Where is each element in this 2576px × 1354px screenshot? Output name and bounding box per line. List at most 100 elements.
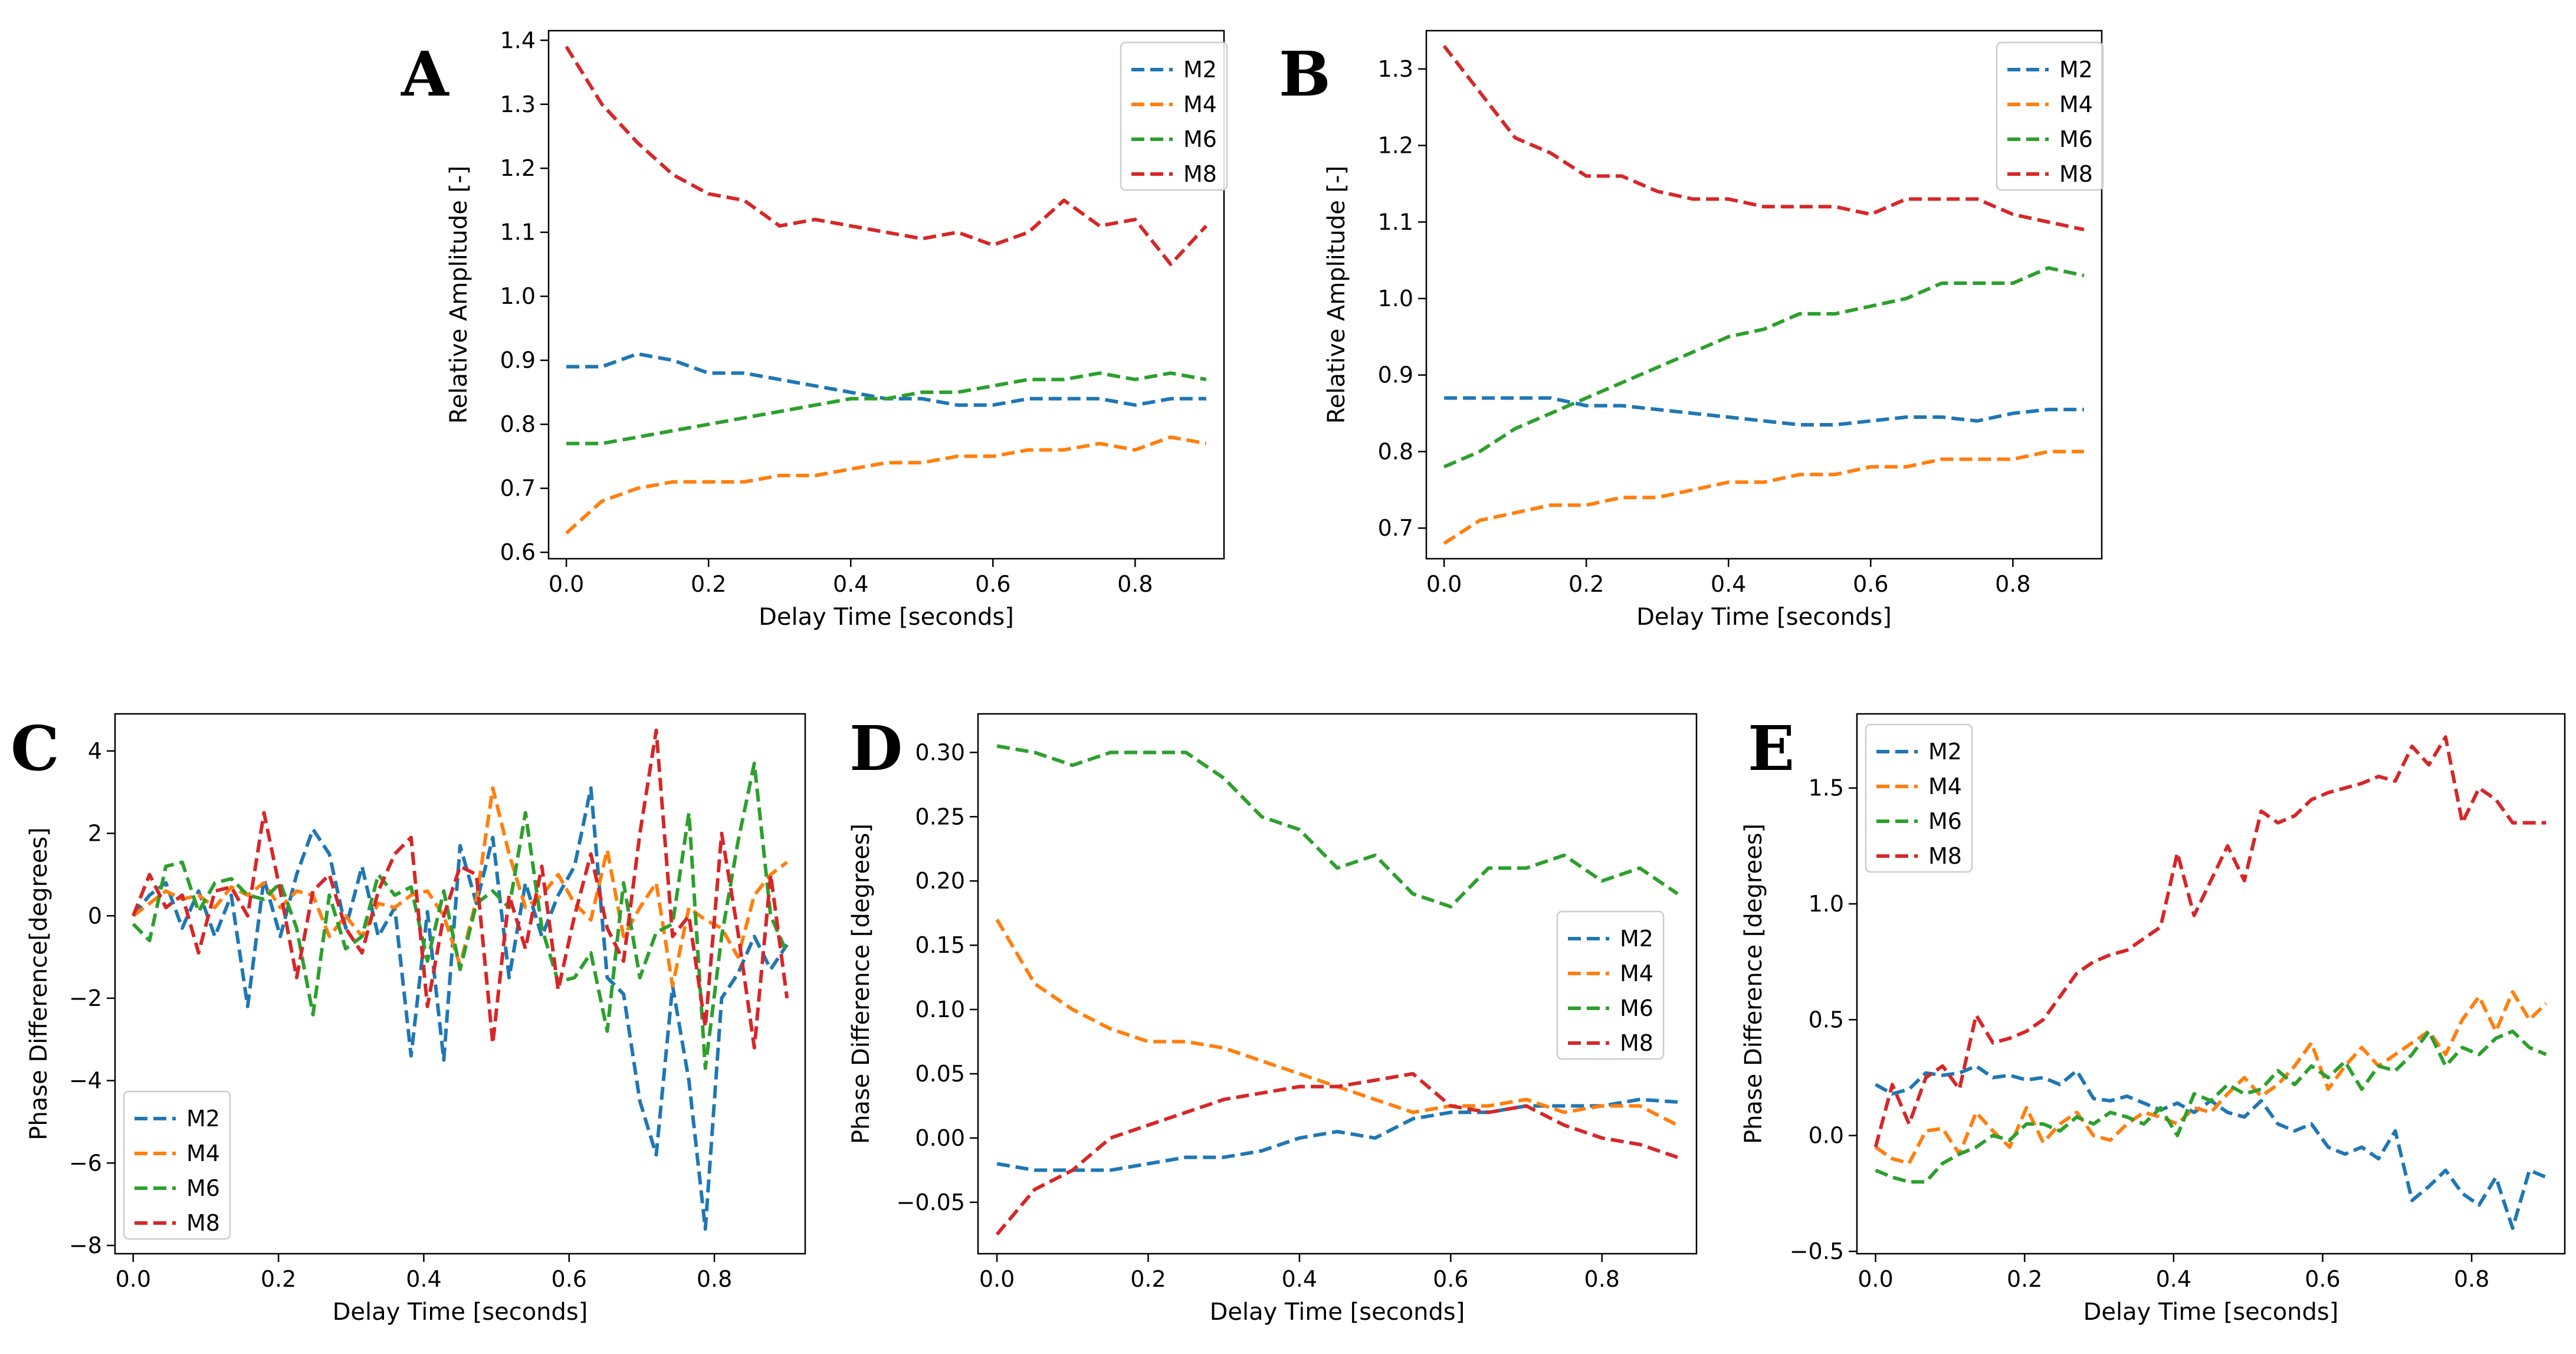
panel-e-x-tick-label: 0.6 [2305,1266,2340,1292]
panel-c-plot-frame [114,713,806,1255]
panel-d-chart: 0.0 0.2 0.4 0.6 0.8 −0.05 0.00 0.05 0.10 0.15 0.20… [848,713,1698,1326]
panel-c-y-tick-label: 0 [88,903,102,929]
panel-c-y-tick-label: −6 [69,1150,102,1176]
panel-b-legend-label-m4: M4 [2059,91,2093,117]
panel-c-y-tick-label: −8 [69,1232,102,1258]
panel-b-x-tick-label: 0.2 [1568,571,1604,597]
panel-b-legend-box [1996,41,2104,191]
panel-b-series-m2-line [1444,396,2084,427]
panel-e-legend-label-m2: M2 [1928,739,1962,765]
panel-e-legend-label-m4: M4 [1928,773,1962,799]
panel-c-legend-box [123,1090,231,1240]
panel-d-x-tick-label: 0.2 [1130,1266,1166,1292]
panel-b-series-m6-line [1443,266,2085,469]
panel-letter-b: B [1279,38,1331,110]
panel-d-legend-label-m8: M8 [1620,1030,1653,1056]
panel-b-y-tick-label: 1.3 [1378,56,1413,82]
panel-a-y-tick-label: 0.7 [500,476,536,501]
panel-a-chart: 0.0 0.2 0.4 0.6 0.8 0.6 0.7 0.8 0.9 1.0 1.1 1.2 1.3 1… [445,27,1228,631]
panel-e-y-tick-label: 1.0 [1809,891,1844,917]
panel-d-y-tick-label: 0.10 [915,996,965,1022]
panel-letter-e: E [1748,712,1794,785]
panel-d-y-tick-label: 0.00 [915,1125,965,1151]
panel-d-x-tick-label: 0.0 [979,1266,1015,1292]
panel-a-y-tick-label: 1.1 [500,219,536,245]
panel-c-x-tick-label: 0.2 [261,1266,296,1292]
panel-c-y-tick-label: 4 [88,738,102,764]
panel-d-y-axis-label: Phase Difference [degrees] [848,824,875,1144]
panel-c-y-tick-label: −2 [69,985,102,1011]
panel-a-x-tick-label: 0.8 [1117,571,1153,597]
panel-a-y-tick-label: 0.8 [500,411,536,437]
panel-b-y-tick-label: 0.8 [1378,438,1413,464]
panel-b-x-axis-label: Delay Time [seconds] [1636,604,1892,631]
panel-d-legend-label-m6: M6 [1620,995,1653,1021]
panel-e-x-axis-label: Delay Time [seconds] [2083,1299,2339,1326]
panel-c-y-tick-label: −4 [69,1068,102,1094]
panel-c-x-tick-label: 0.4 [406,1266,441,1292]
panel-c-series-m2-line [132,786,789,1231]
panel-d-legend-box [1556,910,1665,1060]
panel-a-plot-frame [547,29,1225,560]
panel-a-series-m6-line [566,371,1207,445]
panel-c-legend-label-m8: M8 [186,1210,220,1236]
panel-b-x-tick-label: 0.6 [1853,571,1888,597]
panel-letter-c: C [11,712,60,785]
panel-e-y-tick-label: 0.5 [1809,1007,1844,1032]
panel-a-x-tick-label: 0.6 [975,571,1010,597]
panel-d-series-m8-line [995,1072,1678,1236]
panel-c-x-axis-label: Delay Time [seconds] [333,1299,588,1326]
panel-a-y-tick-label: 1.2 [500,155,536,181]
panel-d-plot-frame [977,713,1698,1255]
panel-c-legend-label-m4: M4 [186,1140,220,1166]
panel-a-legend-label-m2: M2 [1183,57,1217,83]
panel-a-legend-label-m8: M8 [1183,161,1217,187]
panel-d-y-tick-label: 0.25 [915,804,965,830]
panel-d-series-m6-line [996,744,1679,909]
panel-c-series-m6-line [132,761,789,1070]
panel-d-y-tick-label: 0.30 [915,739,965,765]
panel-d-x-tick-label: 0.6 [1433,1266,1468,1292]
panel-e-legend-label-m8: M8 [1928,843,1962,869]
panel-b-series-m8-line [1442,45,2085,232]
panel-b-legend-label-m8: M8 [2059,161,2093,187]
panel-d-y-tick-label: −0.05 [897,1189,965,1215]
panel-a-legend-label-m4: M4 [1183,91,1217,117]
panel-b-y-tick-label: 0.7 [1378,515,1413,541]
panel-a-series-m4-line [565,435,1207,535]
panel-e-x-tick-label: 0.0 [1858,1266,1893,1292]
panel-b-series-m4-line [1443,450,2084,545]
panel-d-legend-label-m2: M2 [1620,926,1653,952]
panel-d-y-tick-label: 0.20 [915,868,965,894]
panel-c-legend-label-m6: M6 [186,1175,220,1201]
panel-b-plot-frame [1425,29,2103,560]
panel-a-x-tick-label: 0.0 [549,571,584,597]
panel-a-y-tick-label: 1.4 [500,27,536,53]
panel-c-x-tick-label: 0.6 [552,1266,587,1292]
panel-e-chart: 0.0 0.2 0.4 0.6 0.8 −0.5 0.0 0.5 1.0 1.5 Delay Tim… [1740,713,2566,1326]
panel-e-y-tick-label: 1.5 [1809,775,1844,801]
panel-d-y-tick-label: 0.15 [915,932,965,958]
panel-c-series-m8-line [132,728,789,1050]
panel-e-series-m6-line [1875,1030,2547,1184]
panel-a-series-m8-line [565,45,1208,266]
panel-letter-a: A [401,38,449,110]
panel-e-y-tick-label: −0.5 [1790,1238,1844,1264]
panel-a-legend-label-m6: M6 [1183,126,1217,152]
panel-b-y-tick-label: 1.0 [1378,286,1413,312]
panel-b-y-tick-label: 1.1 [1378,209,1413,235]
panel-a-x-axis-label: Delay Time [seconds] [759,604,1014,631]
panel-b-x-tick-label: 0.0 [1426,571,1462,597]
panel-c-chart: 0.0 0.2 0.4 0.6 0.8 −8 −6 −4 −2 0 2 4 Delay Time [se… [25,713,806,1326]
panel-b-y-axis-label: Relative Amplitude [-] [1323,166,1350,424]
panel-e-y-tick-label: 0.0 [1809,1123,1844,1149]
panel-c-y-axis-label: Phase Difference[degrees] [25,827,52,1140]
panel-d-series-m2-line [996,1097,1678,1172]
panel-a-y-tick-label: 0.6 [500,539,536,565]
panel-e-legend-box [1865,723,1973,873]
panel-a-x-tick-label: 0.4 [833,571,868,597]
panel-d-legend-label-m4: M4 [1620,960,1653,986]
panel-b-x-tick-label: 0.8 [1995,571,2030,597]
panel-d-y-tick-label: 0.05 [915,1061,965,1087]
